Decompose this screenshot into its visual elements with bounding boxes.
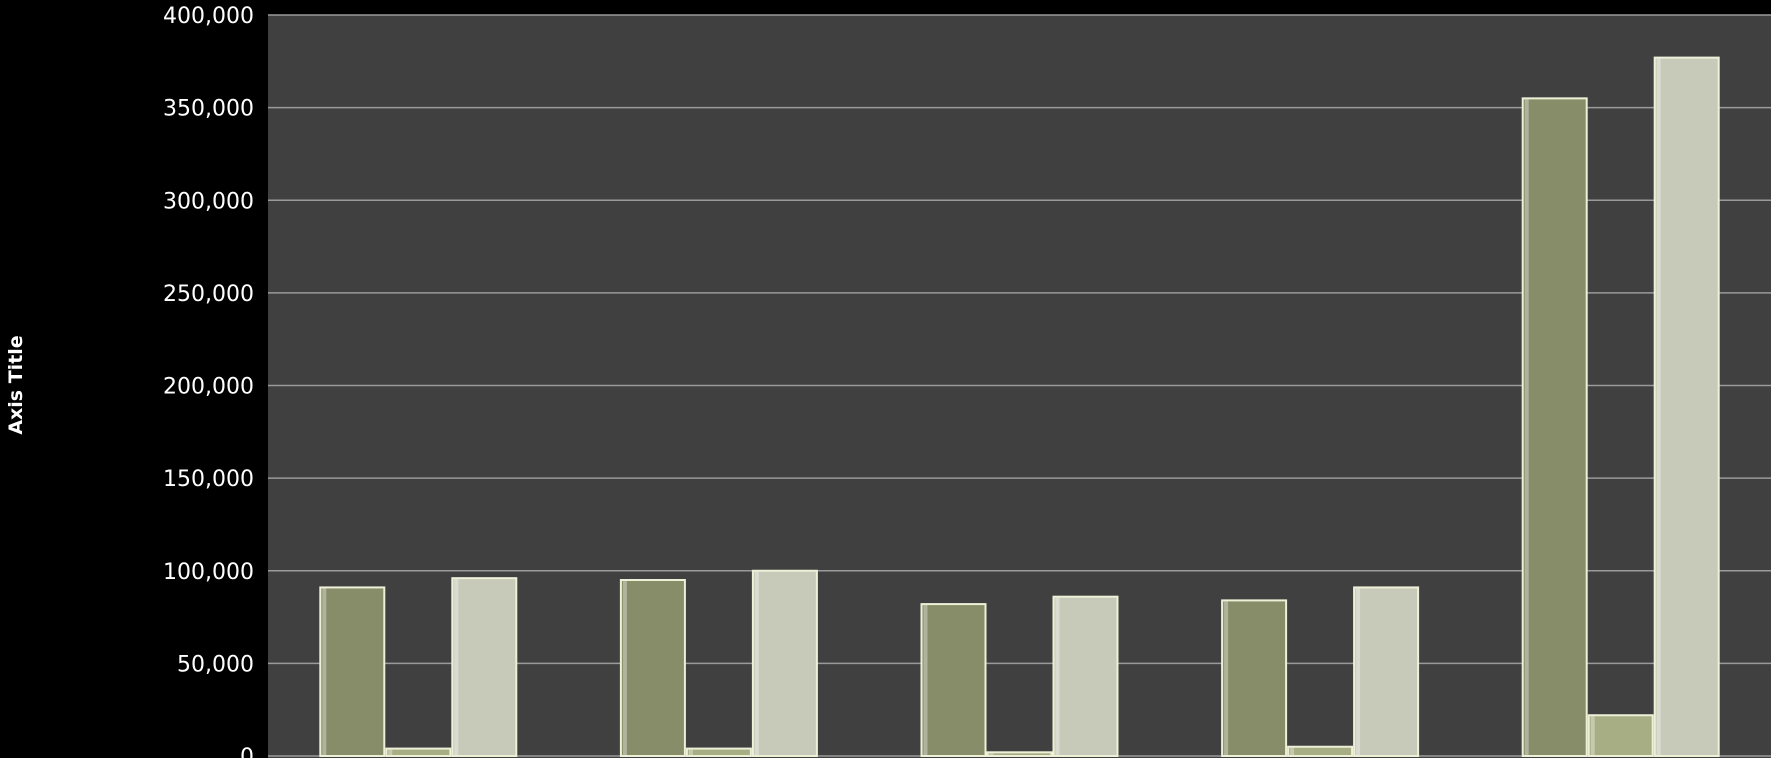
bar xyxy=(986,751,1053,757)
bar-highlight xyxy=(322,588,327,755)
y-tick-label: 100,000 xyxy=(163,560,254,585)
bar xyxy=(1353,586,1420,757)
y-tick-label: 300,000 xyxy=(163,189,254,214)
bar-highlight xyxy=(1224,601,1229,755)
y-tick-label: 400,000 xyxy=(163,4,254,29)
bar xyxy=(451,577,518,757)
bar-highlight xyxy=(1524,99,1529,756)
y-tick-label: 0 xyxy=(240,745,254,758)
bar xyxy=(319,586,386,757)
bar xyxy=(920,603,987,757)
y-axis-title: Axis Title xyxy=(5,335,27,434)
bar-highlight xyxy=(1356,588,1361,755)
bar xyxy=(1287,745,1354,757)
y-tick-label: 50,000 xyxy=(177,652,254,677)
bar xyxy=(1221,599,1288,758)
bar-highlight xyxy=(989,753,994,755)
bars xyxy=(319,56,1720,758)
bar-highlight xyxy=(454,579,459,755)
y-axis-ticks: 0 50,000 100,000 150,000 200,000 250,000 300,0… xyxy=(163,4,254,758)
bar-highlight xyxy=(1590,716,1595,755)
bar xyxy=(385,747,452,758)
bar xyxy=(1052,595,1119,757)
gridlines xyxy=(268,14,1771,757)
plot-area xyxy=(268,15,1771,758)
bar xyxy=(751,569,818,757)
bar xyxy=(1587,714,1654,757)
y-tick-label: 350,000 xyxy=(163,97,254,122)
bar-highlight xyxy=(388,749,393,755)
bar-highlight xyxy=(622,581,627,755)
y-tick-label: 250,000 xyxy=(163,282,254,307)
bar xyxy=(685,747,752,758)
bar xyxy=(1521,97,1588,758)
bar-highlight xyxy=(1656,58,1661,756)
bar-highlight xyxy=(1055,597,1060,755)
bar-highlight xyxy=(1290,747,1295,755)
bar-highlight xyxy=(688,749,693,755)
bar-highlight xyxy=(754,571,759,755)
bar-highlight xyxy=(923,605,928,755)
bar xyxy=(619,579,686,758)
y-tick-label: 150,000 xyxy=(163,467,254,492)
y-tick-label: 200,000 xyxy=(163,375,254,400)
bar xyxy=(1653,56,1720,758)
